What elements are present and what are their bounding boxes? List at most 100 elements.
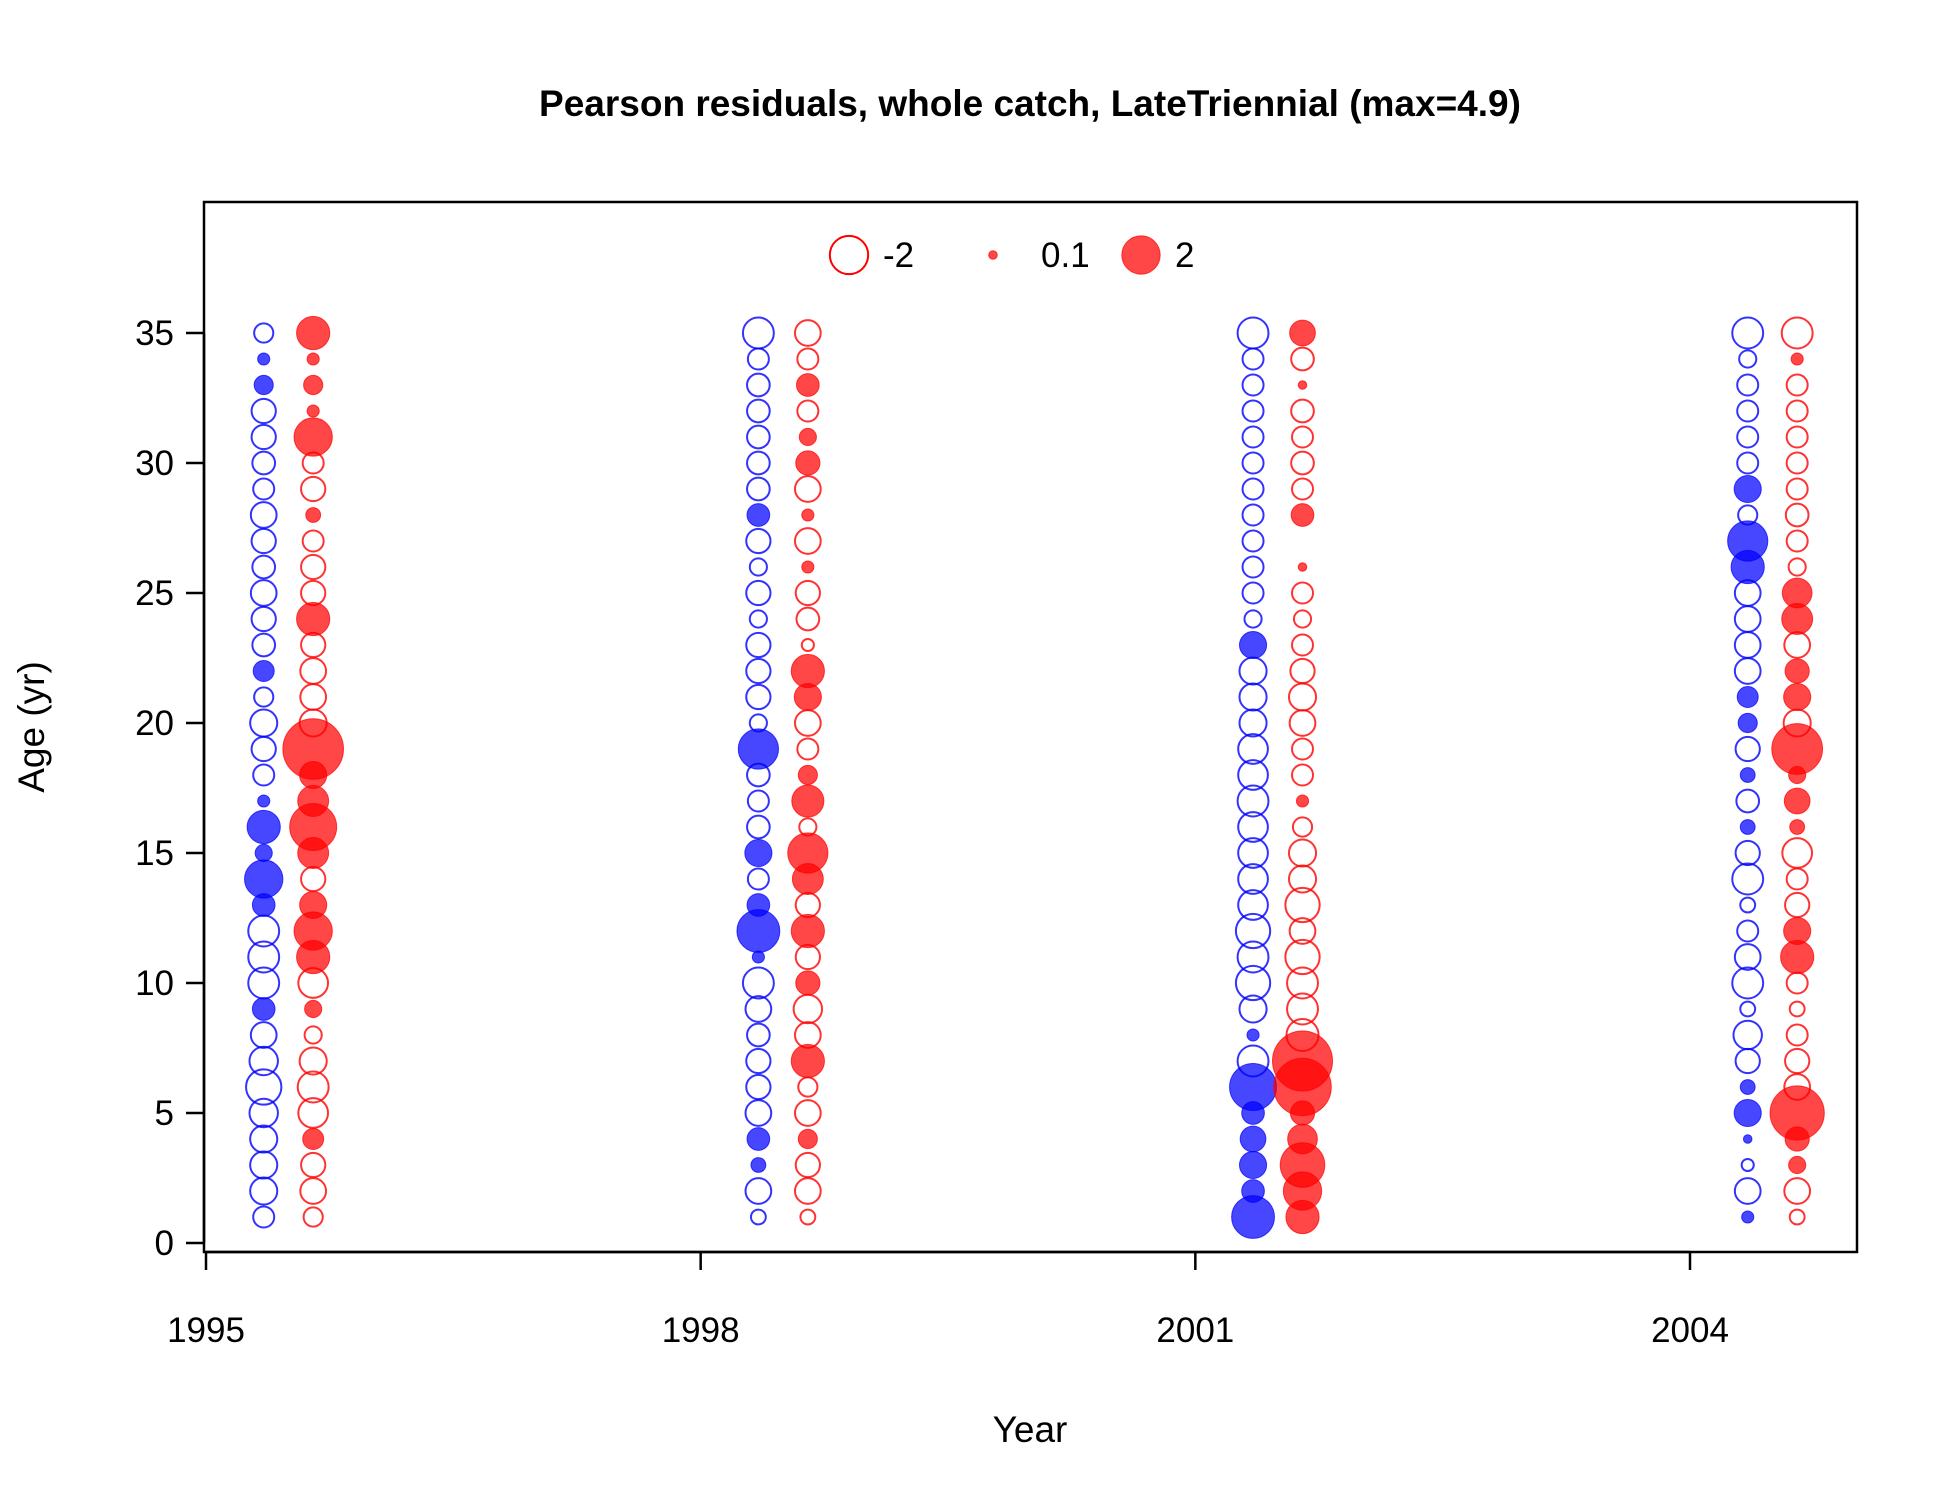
bubble-1998-male-age-32 (796, 399, 820, 423)
bubble-2001-male-age-33 (1297, 380, 1308, 390)
bubble-1998-male-age-17 (791, 784, 825, 818)
bubble-2001-female-age-16 (1237, 811, 1269, 843)
bubble-2001-female-age-13 (1237, 889, 1269, 921)
bubble-1998-female-age-31 (746, 424, 771, 450)
bubble-1998-female-age-8 (746, 1022, 771, 1048)
bubble-1998-female-age-32 (746, 398, 771, 424)
bubble-2001-female-age-25 (1241, 581, 1265, 605)
bubble-1998-male-age-27 (793, 527, 822, 555)
bubble-1998-male-age-22 (790, 653, 825, 689)
bubble-1995-female-age-34 (257, 352, 271, 366)
bubble-2001-male-age-11 (1284, 938, 1321, 976)
bubble-2001-female-age-34 (1241, 347, 1265, 371)
y-axis: 0 5 10 15 20 25 30 35 (135, 314, 206, 1263)
bubble-1995-male-age-9 (304, 999, 323, 1019)
bubble-2001-female-age-26 (1241, 555, 1265, 579)
bubble-2001-male-age-10 (1286, 966, 1319, 1000)
bubble-2001-male-age-32 (1290, 398, 1315, 424)
series-1998-female (736, 316, 781, 1226)
bubble-2001-male-age-24 (1292, 609, 1313, 629)
bubble-2004-male-age-19 (1771, 723, 1824, 775)
bubble-2004-male-age-5 (1769, 1085, 1825, 1141)
bubble-1995-male-age-35 (296, 315, 331, 351)
series-1995-male (282, 315, 344, 1228)
bubble-2004-female-age-3 (1740, 1157, 1755, 1173)
bubble-2004-male-age-31 (1785, 425, 1809, 449)
bubble-2001-female-age-30 (1241, 451, 1265, 475)
y-tick-label-15: 15 (135, 834, 174, 873)
x-tick-label-2004: 2004 (1651, 1311, 1729, 1350)
bubble-2001-female-age-18 (1237, 759, 1269, 791)
bubble-2004-female-age-10 (1731, 966, 1765, 1000)
bubble-1998-male-age-9 (792, 993, 824, 1025)
bubble-2004-female-age-14 (1731, 862, 1765, 896)
bubble-1995-female-age-6 (245, 1068, 283, 1106)
bubble-2004-male-age-35 (1780, 316, 1814, 350)
bubble-1995-female-age-7 (248, 1045, 279, 1077)
bubble-2001-female-age-7 (1236, 1044, 1270, 1078)
bubble-2001-male-age-17 (1295, 794, 1310, 808)
bubble-2004-female-age-24 (1733, 605, 1762, 633)
bubble-1995-female-age-19 (250, 735, 277, 763)
bubble-1998-male-age-10 (795, 970, 821, 996)
bubble-2004-male-age-32 (1785, 399, 1809, 423)
bubble-2001-female-age-28 (1241, 503, 1265, 527)
bubble-2004-female-age-20 (1737, 712, 1758, 734)
bubble-2001-female-age-35 (1236, 316, 1270, 350)
bubble-2004-male-age-9 (1788, 1000, 1806, 1018)
bubble-1998-male-age-28 (801, 508, 815, 522)
bubble-2004-female-age-19 (1734, 735, 1761, 763)
bubble-1995-female-age-4 (249, 1124, 279, 1154)
bubble-1998-male-age-33 (796, 373, 820, 397)
bubble-2001-female-age-8 (1246, 1028, 1260, 1042)
bubble-1998-male-age-7 (790, 1043, 825, 1079)
legend-marker-0 (828, 234, 870, 276)
bubble-2004-female-age-8 (1732, 1019, 1763, 1051)
bubble-1998-female-age-3 (750, 1157, 767, 1173)
bubble-2001-male-age-35 (1289, 319, 1316, 347)
bubble-1998-male-age-30 (795, 450, 821, 476)
bubble-2001-male-age-9 (1286, 992, 1319, 1026)
bubble-1998-male-age-24 (795, 606, 821, 632)
bubble-2004-male-age-30 (1785, 451, 1809, 475)
bubble-2001-male-age-19 (1291, 737, 1315, 761)
y-tick-label-20: 20 (135, 704, 174, 743)
bubble-1995-male-age-26 (300, 553, 327, 581)
bubble-2004-male-age-23 (1783, 631, 1812, 659)
bubble-2001-male-age-25 (1291, 581, 1315, 605)
x-axis: 1995 1998 2001 2004 (167, 1250, 1729, 1350)
y-tick-label-25: 25 (135, 574, 174, 613)
bubble-1995-male-age-31 (293, 417, 333, 457)
bubble-1995-male-age-2 (299, 1177, 328, 1205)
bubble-1998-female-age-33 (746, 372, 771, 398)
bubble-1998-male-age-20 (793, 709, 822, 737)
bubble-1998-female-age-17 (746, 789, 770, 813)
bubble-2001-female-age-32 (1241, 399, 1265, 423)
bubble-1995-female-age-17 (257, 794, 271, 808)
bubble-1995-male-age-13 (299, 890, 328, 920)
bubble-2004-female-age-22 (1733, 657, 1762, 685)
bubble-2004-male-age-33 (1785, 373, 1809, 397)
y-tick-label-30: 30 (135, 444, 174, 483)
bubble-1995-male-age-22 (299, 657, 328, 685)
bubble-1995-female-age-24 (250, 605, 277, 633)
bubble-1998-female-age-2 (744, 1177, 773, 1205)
bubble-2001-female-age-6 (1229, 1063, 1278, 1111)
bubble-1998-female-age-34 (746, 347, 770, 371)
bubble-2004-male-age-2 (1783, 1177, 1812, 1205)
bubble-2001-male-age-14 (1287, 864, 1318, 894)
bubble-1995-female-age-26 (251, 554, 277, 580)
bubble-1995-female-age-8 (249, 1021, 278, 1049)
bubble-1995-female-age-14 (244, 859, 284, 899)
bubble-1995-male-age-34 (306, 352, 320, 366)
bubble-1995-female-age-29 (252, 477, 276, 501)
legend-label-1: 0.1 (1041, 236, 1090, 275)
bubble-1998-female-age-1 (749, 1208, 767, 1226)
bubble-2004-male-age-1 (1788, 1208, 1806, 1226)
bubble-1998-male-age-11 (794, 943, 821, 971)
bubble-1998-female-age-21 (745, 683, 772, 711)
bubble-1995-male-age-32 (306, 404, 320, 418)
bubble-2004-male-age-17 (1783, 787, 1811, 815)
